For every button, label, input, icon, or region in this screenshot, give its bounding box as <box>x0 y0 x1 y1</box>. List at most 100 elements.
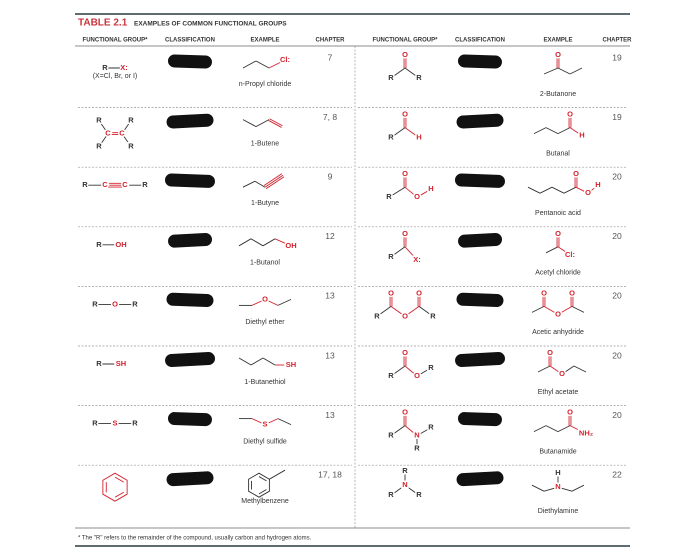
atom-label: C <box>119 129 125 138</box>
example-name: Acetyl chloride <box>535 270 581 277</box>
functional-group: R OH <box>95 238 128 250</box>
atom-label: R <box>402 466 408 475</box>
bond <box>262 357 276 366</box>
chapter: 13 <box>325 291 335 301</box>
functional-group: OR NRR <box>387 406 436 454</box>
functional-group: RNR R <box>387 465 424 501</box>
ring <box>248 472 270 498</box>
redaction <box>457 412 502 427</box>
atom-label: O <box>262 294 268 303</box>
bond <box>527 186 541 194</box>
atom-label: R <box>102 63 108 72</box>
example-name: Acetic anhydride <box>532 329 584 336</box>
atom-label: O <box>402 229 408 238</box>
redaction <box>457 54 502 69</box>
bond <box>264 174 284 188</box>
bond <box>531 484 545 492</box>
bond <box>242 60 257 69</box>
atom-label: OH <box>115 240 126 249</box>
ring-double <box>258 476 267 482</box>
atom-label: Cl: <box>280 55 290 64</box>
bond <box>388 186 406 198</box>
atom-label: S <box>262 420 267 429</box>
bond <box>254 180 266 188</box>
atom-label: NH₂ <box>579 429 593 438</box>
atom-label: OH <box>285 241 296 250</box>
chapter: 20 <box>612 410 622 420</box>
bond <box>238 357 252 366</box>
atom-label: R <box>386 192 392 201</box>
bond <box>557 127 571 135</box>
functional-group: O O R O R <box>373 287 438 322</box>
atom-label: R <box>128 116 134 125</box>
atom-label: R <box>128 142 134 151</box>
atom-label: O <box>402 169 408 178</box>
example-structure: Cl: <box>242 53 292 69</box>
atom-label: X: <box>120 63 128 72</box>
bond <box>545 425 559 433</box>
atom-label: R <box>388 252 394 261</box>
atom-label: R <box>142 180 148 189</box>
ring-double <box>114 491 124 498</box>
atom-label: S <box>112 419 117 428</box>
atom-label: R <box>414 444 420 453</box>
chapter: 12 <box>325 231 335 241</box>
bond <box>416 427 432 436</box>
example-structure: OOH <box>527 168 602 199</box>
bond <box>557 246 571 256</box>
ring-double <box>114 476 124 483</box>
atom-label: R <box>96 142 102 151</box>
atom-label: R <box>388 490 394 499</box>
bond <box>404 306 420 317</box>
bond <box>98 120 109 134</box>
atom-label: O <box>416 288 422 297</box>
table-number: TABLE 2.1 <box>78 18 128 29</box>
column-header: CLASSIFICATION <box>455 38 505 44</box>
bond <box>587 184 599 194</box>
example-structure: S <box>239 418 292 430</box>
bond <box>390 365 406 377</box>
bond <box>557 67 571 75</box>
bond <box>251 298 266 306</box>
redaction <box>166 471 214 487</box>
example-structure: O NH₂ <box>533 406 595 439</box>
chapter: 7 <box>328 52 333 62</box>
functional-group: R X: <box>101 61 129 73</box>
chapter: 22 <box>612 469 622 479</box>
bond <box>390 67 406 79</box>
bond <box>557 306 573 315</box>
bond <box>418 306 434 317</box>
chapter: 20 <box>612 350 622 360</box>
atom-label: R <box>374 311 380 320</box>
bond <box>404 425 418 436</box>
example-structure: HN <box>531 467 585 493</box>
bond <box>404 186 418 198</box>
atom-label: N <box>402 480 407 489</box>
atom-label: O <box>585 188 591 197</box>
bond <box>269 118 283 127</box>
example-name: n-Propyl chloride <box>239 81 292 88</box>
bond <box>569 67 583 75</box>
atom-label: O <box>414 371 420 380</box>
atom-label: H <box>595 180 600 189</box>
bond <box>569 425 587 435</box>
example-name: 1-Butanol <box>250 260 280 267</box>
redaction <box>166 292 214 307</box>
atom-label: SH <box>116 359 126 368</box>
example-name: Butanal <box>546 150 570 157</box>
atom-label: O <box>112 299 118 308</box>
example-structure: O Cl: <box>545 227 577 260</box>
bond <box>404 246 418 261</box>
example-structure <box>242 118 283 128</box>
redaction <box>458 232 503 248</box>
redaction <box>165 352 216 367</box>
column-header: CLASSIFICATION <box>165 38 215 44</box>
atom-label: C <box>105 129 111 138</box>
atom-label: O <box>569 288 575 297</box>
atom-label: R <box>388 431 394 440</box>
redaction <box>167 412 212 427</box>
redaction <box>164 173 215 188</box>
example-name: 2-Butanone <box>540 91 576 98</box>
